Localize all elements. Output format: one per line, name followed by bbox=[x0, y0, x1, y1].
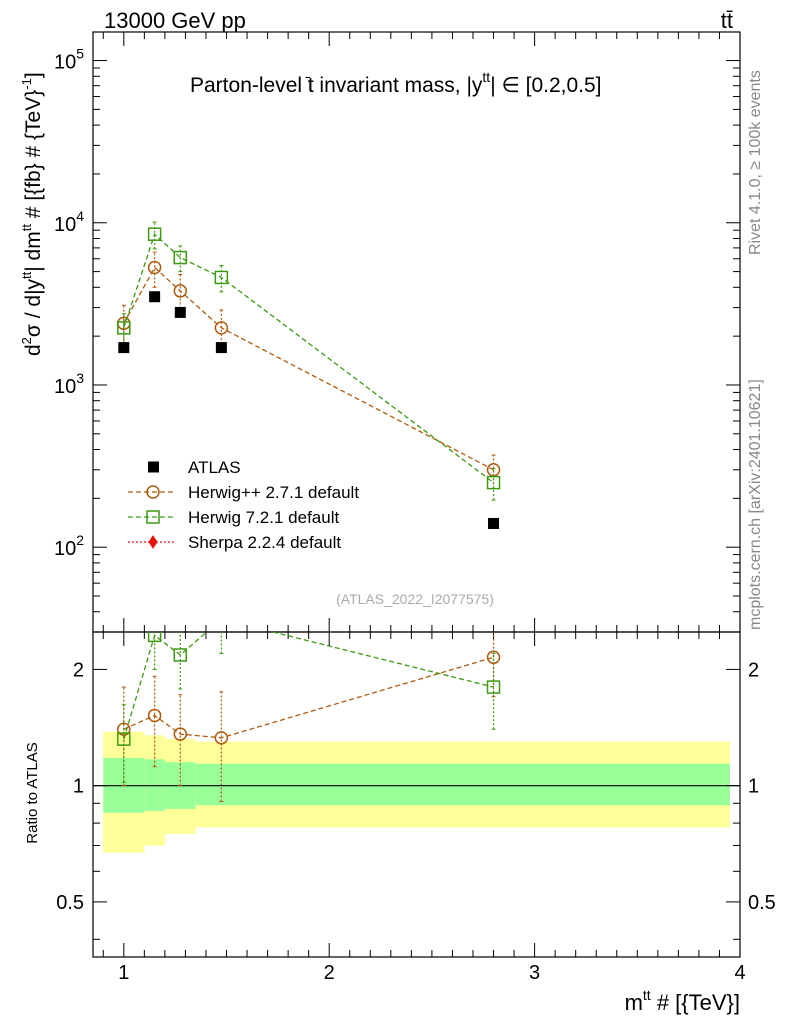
series-main-0 bbox=[117, 251, 501, 490]
y-axis-title: d2σ / d|ytt| dmtt # [{fb} # {TeV}-1] bbox=[19, 72, 45, 356]
x-tick-label: 3 bbox=[529, 962, 540, 984]
band-inner-bin bbox=[247, 763, 731, 806]
y-tick-label: 105 bbox=[54, 46, 84, 74]
data-marks bbox=[117, 221, 501, 802]
legend-marker bbox=[146, 510, 160, 524]
series-point-main bbox=[147, 227, 162, 241]
process-label: tt̄ bbox=[721, 8, 733, 33]
legend-entry: Sherpa 2.2.4 default bbox=[128, 533, 341, 552]
uncertainty-bands bbox=[103, 731, 731, 853]
ratio-tick-label-left: 2 bbox=[73, 659, 84, 681]
x-tick-label: 4 bbox=[734, 962, 745, 984]
y-tick-label: 103 bbox=[54, 370, 84, 398]
series-point-main bbox=[117, 321, 131, 335]
atlas-data-point bbox=[215, 342, 227, 354]
legend-entry: Herwig 7.2.1 default bbox=[128, 508, 339, 527]
ratio-axis-title: Ratio to ATLAS bbox=[24, 742, 41, 843]
atlas-data-points bbox=[118, 291, 500, 529]
series-line-ratio bbox=[123, 656, 494, 739]
ratio-tick-label-left: 1 bbox=[73, 776, 84, 798]
series-ratio-1 bbox=[117, 613, 501, 783]
series-point-ratio bbox=[147, 632, 162, 643]
y-tick-label: 104 bbox=[54, 208, 84, 236]
legend-marker bbox=[148, 535, 158, 549]
series-point-ratio bbox=[117, 722, 131, 736]
legend-label: Sherpa 2.2.4 default bbox=[188, 533, 341, 552]
ratio-tick-label-right: 2 bbox=[748, 659, 759, 681]
y-tick-label: 102 bbox=[54, 532, 84, 560]
legend-label: Herwig 7.2.1 default bbox=[188, 508, 339, 527]
series-point-ratio bbox=[173, 727, 188, 741]
ratio-tick-label-left: 0.5 bbox=[56, 892, 84, 914]
atlas-data-point bbox=[149, 291, 161, 303]
legend-entry: Herwig++ 2.7.1 default bbox=[128, 483, 359, 502]
atlas-data-point bbox=[118, 342, 130, 354]
chart-title: Parton-level t̄t invariant mass, |ytt| ∈… bbox=[190, 69, 602, 97]
ratio-plot-frame bbox=[92, 631, 741, 958]
series-point-main bbox=[173, 250, 188, 265]
collision-label: 13000 GeV pp bbox=[104, 8, 246, 33]
series-point-main bbox=[173, 284, 188, 298]
atlas-data-point bbox=[174, 306, 186, 318]
series-point-ratio bbox=[173, 648, 188, 662]
ratio-tick-label-right: 1 bbox=[748, 776, 759, 798]
series-point-ratio bbox=[117, 732, 131, 746]
axis-ticks: 1 2 3 4 102 103 104 105 0.5 0.5 1 1 2 2 bbox=[54, 32, 776, 984]
series-main-1 bbox=[117, 221, 501, 501]
x-tick-label: 2 bbox=[324, 962, 335, 984]
legend-label: Herwig++ 2.7.1 default bbox=[188, 483, 359, 502]
x-axis-title: mtt # [{TeV}] bbox=[625, 987, 740, 1015]
legend-entry: ATLAS bbox=[148, 458, 241, 477]
legend-label: ATLAS bbox=[188, 458, 241, 477]
ratio-tick-label-right: 0.5 bbox=[748, 892, 776, 914]
legend-marker bbox=[148, 461, 159, 473]
source-label: mcplots.cern.ch [arXiv:2401.10621] bbox=[747, 379, 764, 630]
series-point-main bbox=[214, 321, 229, 335]
series-point-ratio bbox=[486, 680, 501, 694]
x-tick-label: 1 bbox=[118, 962, 129, 984]
series-point-ratio bbox=[215, 613, 227, 625]
series-point-ratio bbox=[147, 708, 162, 723]
atlas-data-point bbox=[488, 517, 500, 529]
series-point-main bbox=[486, 475, 501, 490]
legend-marker bbox=[146, 485, 160, 499]
series-point-main bbox=[214, 270, 229, 285]
series-point-main bbox=[147, 260, 162, 275]
series-line-main bbox=[123, 233, 494, 484]
legend: ATLAS Herwig++ 2.7.1 default Herwig 7.2.1 … bbox=[128, 458, 359, 552]
series-line-main bbox=[123, 266, 494, 471]
analysis-watermark: (ATLAS_2022_I2077575) bbox=[336, 591, 494, 607]
rivet-version-label: Rivet 4.1.0, ≥ 100k events bbox=[747, 70, 764, 255]
series-point-ratio bbox=[214, 731, 229, 745]
